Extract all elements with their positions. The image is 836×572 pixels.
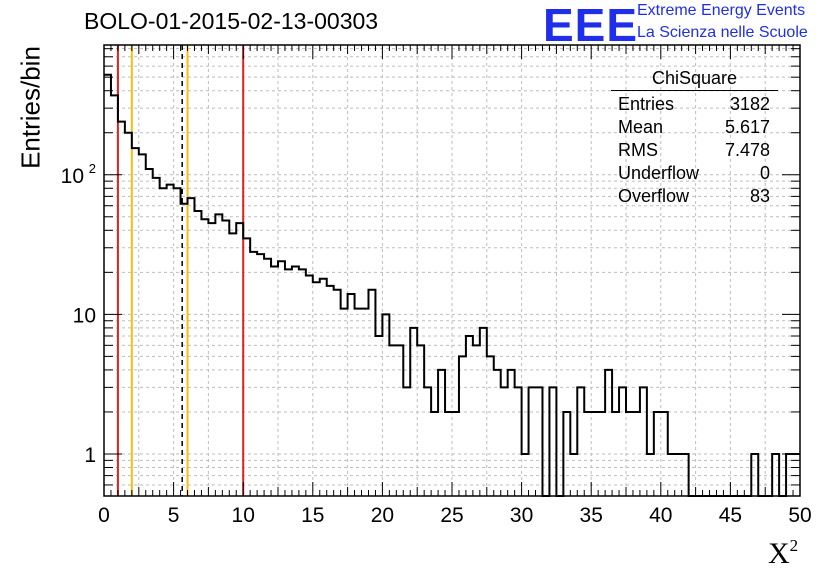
logo-line-1: Extreme Energy Events [637,2,806,19]
x-tick-label: 20 [371,504,394,527]
eee-logo: EEE [543,0,639,51]
x-tick-label: 5 [168,504,180,527]
x-tick-label: 40 [649,504,672,527]
logo-line-2: La Scienza nelle Scuole [637,24,808,41]
stats-row-rms: RMS 7.478 [618,140,770,160]
y-tick-label: 10 [61,165,84,188]
histogram-outline [104,73,800,497]
stats-row-overflow: Overflow 83 [618,186,770,206]
x-tick-label: 35 [580,504,603,527]
stats-row-entries: Entries 3182 [618,94,770,114]
stats-box: ChiSquare Entries 3182 Mean 5.617 RMS 7.478… [611,68,778,208]
stats-title: ChiSquare [611,68,778,91]
x-tick-label: 15 [301,504,324,527]
grid-lines [104,45,800,496]
x-tick-label: 25 [440,504,463,527]
y-tick-exponent: 2 [89,161,96,176]
x-tick-label: 0 [98,504,110,527]
x-tick-label: 10 [232,504,255,527]
histogram-bars [104,73,800,497]
stats-row-underflow: Underflow 0 [618,163,770,183]
stats-row-mean: Mean 5.617 [618,117,770,137]
y-tick-label: 1 [84,444,96,467]
y-axis-label: Entries/bin [15,46,46,169]
axes: 0 5 10 15 20 25 30 35 40 45 50 1 10 10 2 [61,44,812,527]
chart-title: BOLO-01-2015-02-13-00303 [84,8,379,34]
x-tick-label: 45 [719,504,742,527]
x-tick-label: 30 [510,504,533,527]
reference-lines [116,45,245,496]
x-tick-label: 50 [788,504,811,527]
y-tick-label: 10 [73,304,96,327]
x-axis-label: X2 [768,536,799,570]
